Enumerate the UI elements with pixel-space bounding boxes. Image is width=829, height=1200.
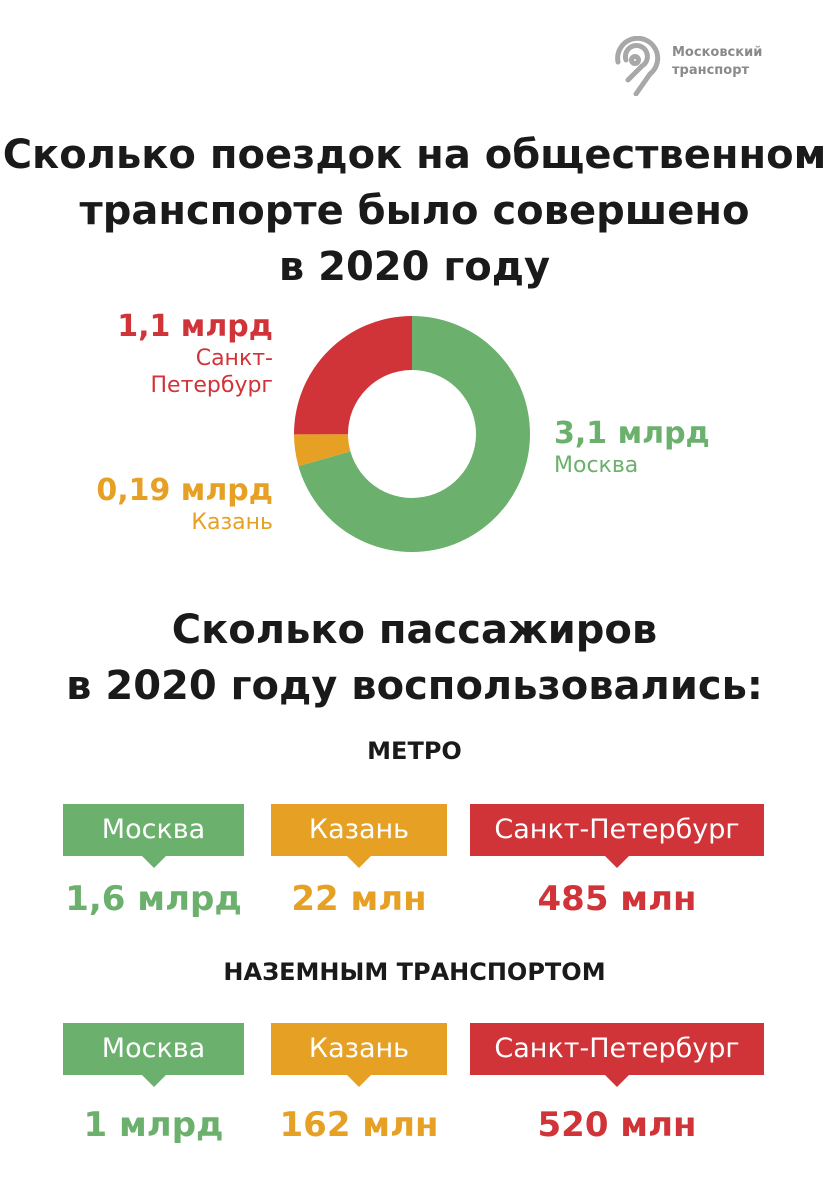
ground-heading: НАЗЕМНЫМ ТРАНСПОРТОМ bbox=[223, 958, 606, 986]
label-moscow: 3,1 млрд Москва bbox=[554, 416, 710, 479]
metro-tag-kazan: Казань bbox=[271, 804, 447, 868]
ground-value-spb: 520 млн bbox=[537, 1105, 697, 1145]
title-line3: в 2020 году bbox=[278, 244, 551, 290]
passengers-title-line2: в 2020 году воспользовались: bbox=[66, 663, 763, 709]
page-title: Сколько поездок на общественном транспор… bbox=[0, 127, 829, 295]
metro-tag-spb: Санкт-Петербург bbox=[470, 804, 764, 868]
metro-value-spb: 485 млн bbox=[537, 879, 697, 919]
ground-value-moscow: 1 млрд bbox=[83, 1105, 224, 1145]
metro-heading: МЕТРО bbox=[367, 737, 462, 765]
logo-line1: Московский bbox=[672, 45, 763, 60]
trips-donut-chart bbox=[294, 316, 530, 552]
donut-slice-moscow bbox=[298, 316, 530, 552]
logo-line2: транспорт bbox=[672, 63, 750, 78]
metro-value-moscow: 1,6 млрд bbox=[65, 879, 242, 919]
logo: Московский транспорт bbox=[610, 36, 790, 96]
label-kazan: 0,19 млрд Казань bbox=[96, 473, 273, 536]
label-spb-value: 1,1 млрд bbox=[117, 309, 273, 344]
donut-slice-spb bbox=[294, 316, 412, 435]
ground-tag-kazan: Казань bbox=[271, 1023, 447, 1087]
ground-tag-moscow: Москва bbox=[63, 1023, 244, 1087]
label-spb: 1,1 млрд Санкт- Петербург bbox=[117, 309, 273, 399]
label-moscow-city: Москва bbox=[554, 453, 639, 478]
ground-tag-spb: Санкт-Петербург bbox=[470, 1023, 764, 1087]
donut-slice-kazan bbox=[294, 434, 351, 467]
metro-tag-moscow: Москва bbox=[63, 804, 244, 868]
passengers-title: Сколько пассажиров в 2020 году воспользо… bbox=[0, 602, 829, 714]
label-moscow-value: 3,1 млрд bbox=[554, 416, 710, 451]
title-line2: транспорте было совершено bbox=[79, 188, 750, 234]
moscow-transport-logo-icon bbox=[615, 36, 661, 96]
passengers-title-line1: Сколько пассажиров bbox=[171, 607, 658, 653]
label-spb-city-line1: Санкт- bbox=[195, 346, 273, 371]
metro-value-kazan: 22 млн bbox=[291, 879, 427, 919]
label-kazan-value: 0,19 млрд bbox=[96, 473, 273, 508]
ground-value-kazan: 162 млн bbox=[279, 1105, 439, 1145]
label-spb-city-line2: Петербург bbox=[150, 373, 273, 398]
label-kazan-city: Казань bbox=[191, 510, 273, 535]
title-line1: Сколько поездок на общественном bbox=[2, 132, 827, 178]
